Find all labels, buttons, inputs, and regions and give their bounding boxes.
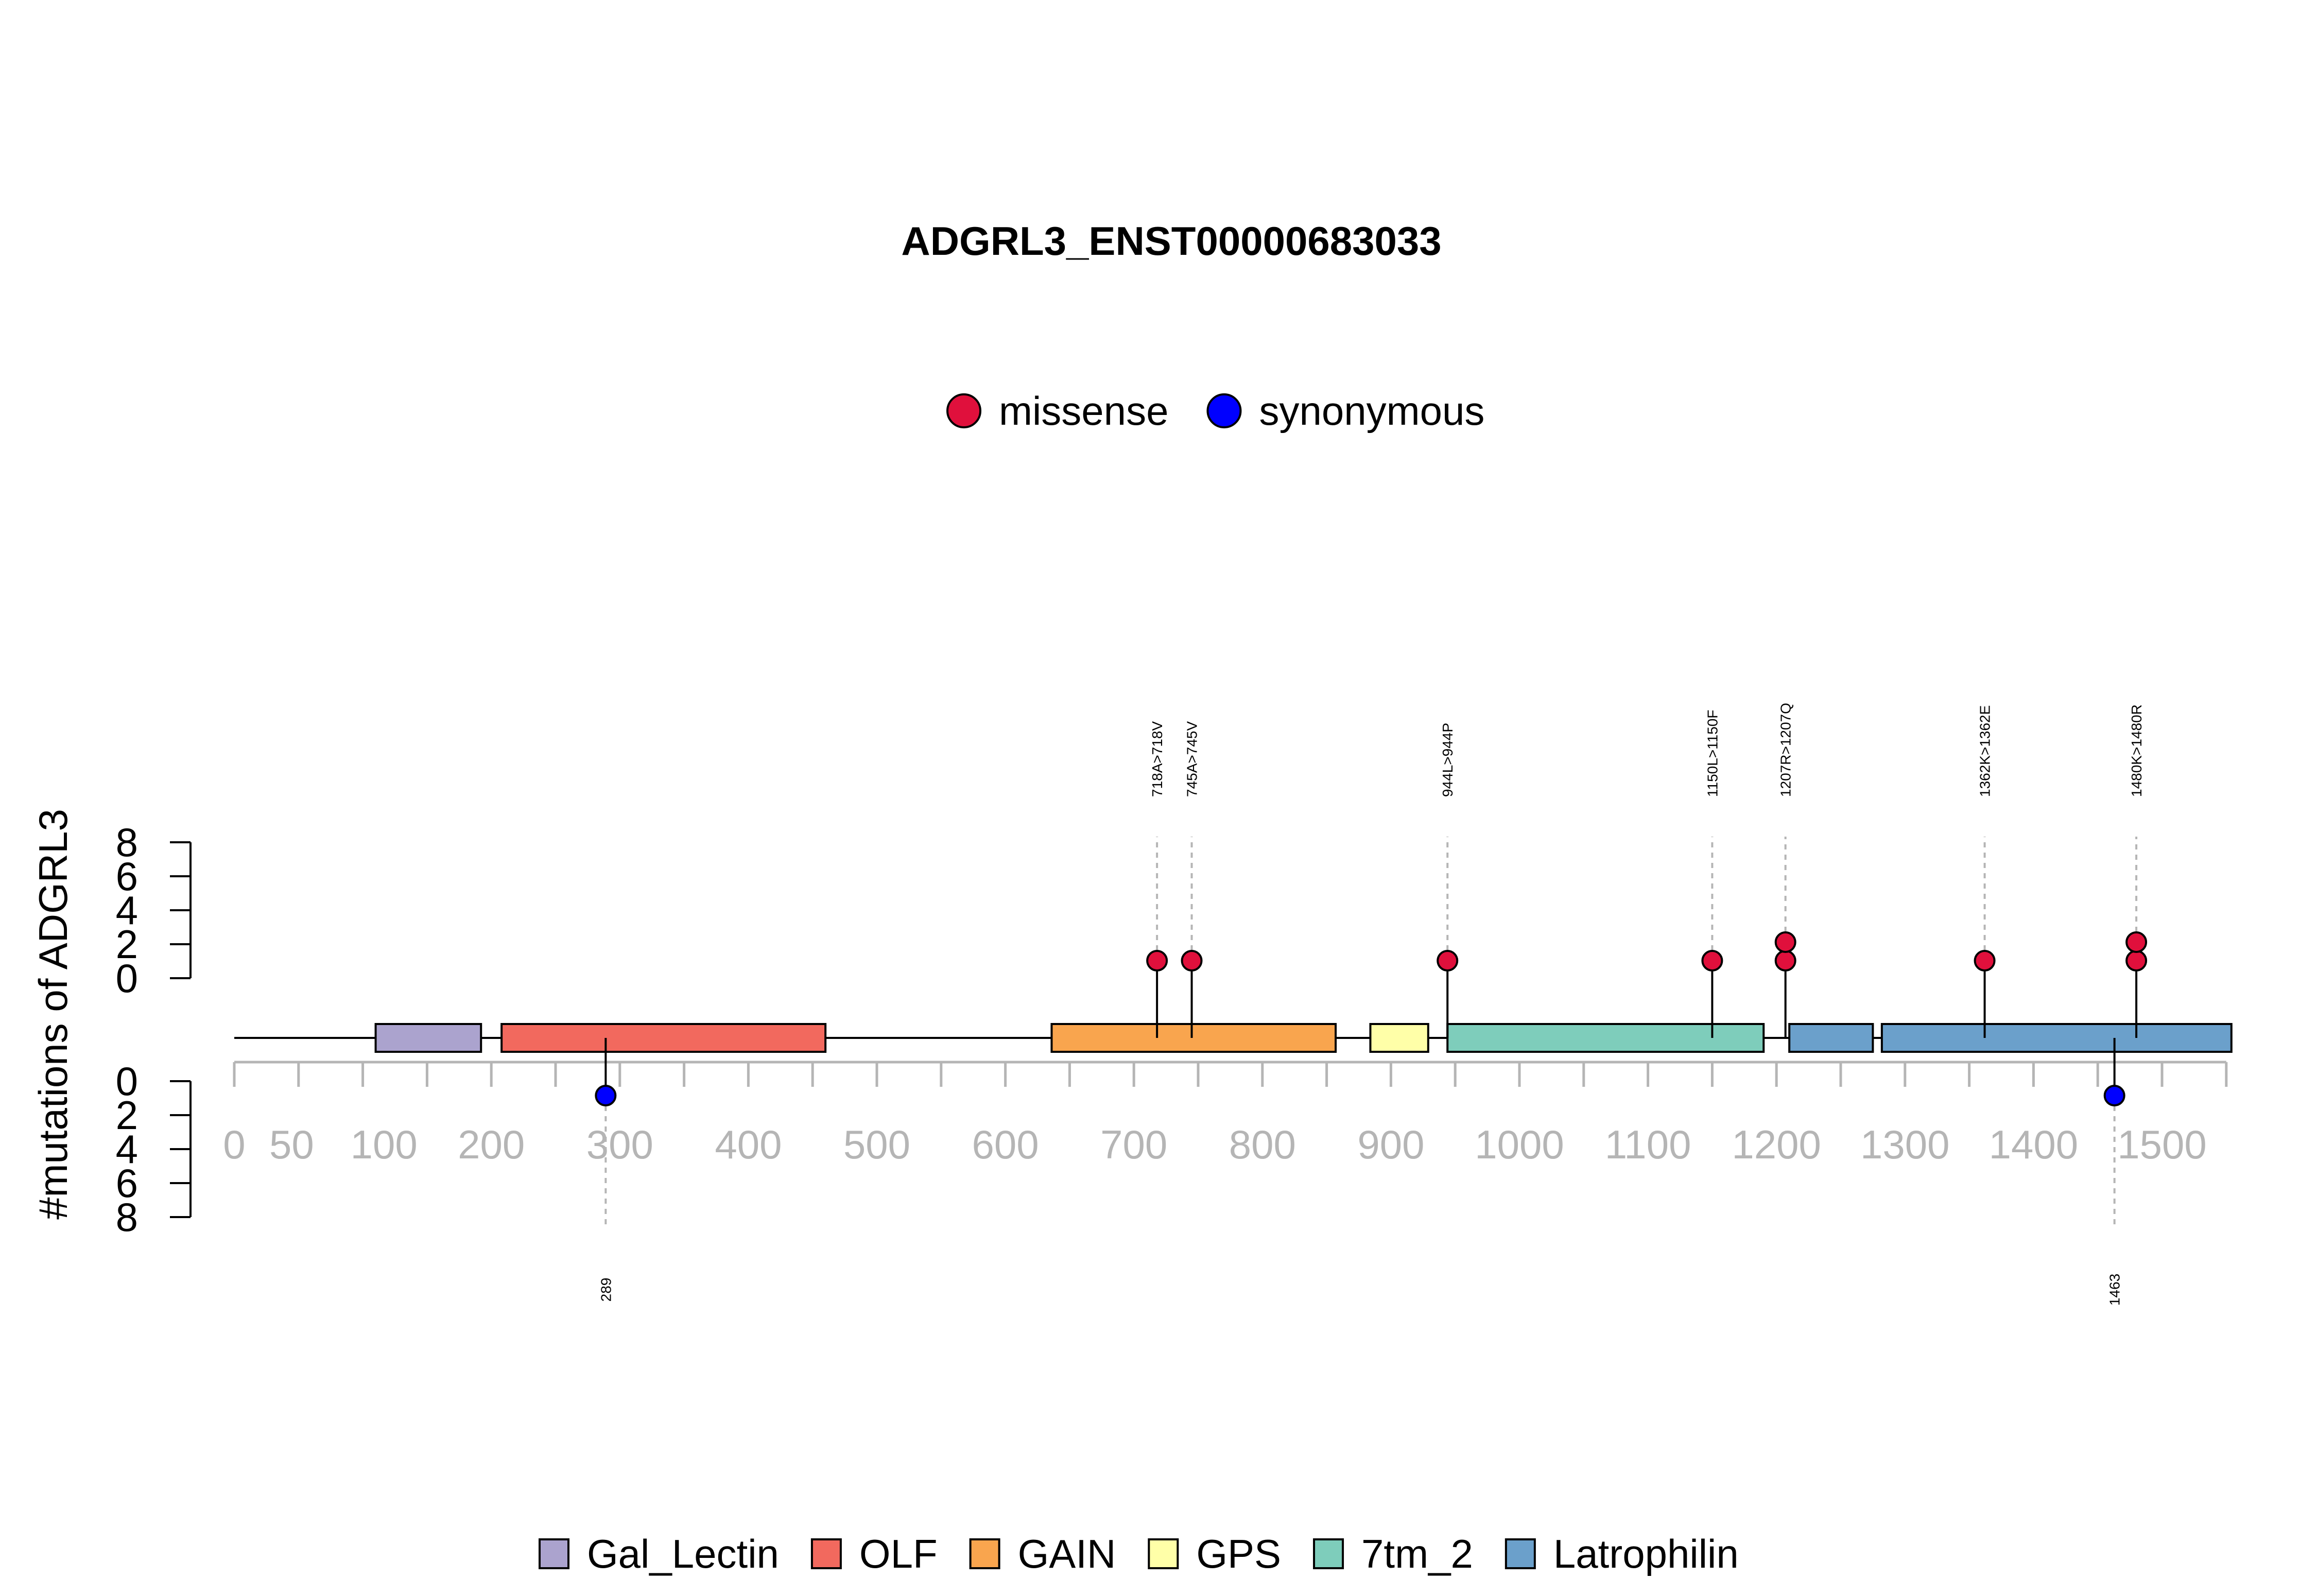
domain-legend-swatch-OLF: [810, 1538, 842, 1569]
lollipop-head-missense: [2125, 931, 2148, 953]
x-axis: 0 50 100 200 300 400 500 600 700 800 900 1000 1100 12…: [223, 1061, 2228, 1167]
mutation-label: 1362K>1362E: [1977, 705, 1993, 797]
mutation-lollipops: 718A>718V 745A>745V 944L>944P 1150L>1150F 12…: [595, 703, 2148, 1306]
y-tick-label-lower: 2: [116, 1092, 138, 1138]
domain-Latrophilin: [1880, 1023, 2233, 1053]
domain-OLF: [500, 1023, 827, 1053]
x-tick-label: 300: [586, 1122, 653, 1167]
lollipop-head-missense: [1774, 931, 1796, 953]
mutation-label: 1463: [2107, 1274, 2123, 1306]
lollipop-head-missense: [2125, 950, 2148, 972]
domain-legend-swatch-Latrophilin: [1505, 1538, 1536, 1569]
x-tick-label: 500: [843, 1122, 910, 1167]
y-axis-label: #mutations of ADGRL3: [30, 809, 76, 1220]
y-tick-label-lower: 8: [116, 1194, 138, 1240]
domain-legend-label-Gal_Lectin: Gal_Lectin: [587, 1531, 779, 1576]
protein-backbone: [234, 1023, 2233, 1053]
lollipop-head-missense: [1437, 950, 1459, 972]
x-tick-label: 700: [1100, 1122, 1167, 1167]
lollipop-head-missense: [1774, 950, 1796, 972]
domain-legend-swatch-GPS: [1148, 1538, 1179, 1569]
mutation-label: 1150L>1150F: [1704, 710, 1720, 797]
domain-legend-label-Latrophilin: Latrophilin: [1553, 1531, 1739, 1576]
mutation-label: 745A>745V: [1184, 721, 1200, 797]
x-tick-label: 400: [715, 1122, 782, 1167]
mutation-label: 289: [598, 1278, 614, 1302]
x-tick-label: 100: [351, 1122, 418, 1167]
lollipop-head-missense: [1974, 950, 1996, 972]
x-tick-label: 1000: [1475, 1122, 1564, 1167]
legend-label-synonymous: synonymous: [1259, 388, 1484, 433]
legend-marker-missense: [946, 393, 981, 428]
domain-legend: Gal_Lectin OLF GAIN GPS 7tm_2 Latrophilin: [539, 1531, 1739, 1576]
x-tick-label: 200: [458, 1122, 525, 1167]
mutation-label: 718A>718V: [1149, 721, 1165, 797]
x-tick-label: 1200: [1732, 1122, 1821, 1167]
y-tick-label-lower: 0: [116, 1059, 138, 1104]
lollipop-head-missense: [1146, 950, 1168, 972]
legend-label-missense: missense: [999, 388, 1168, 433]
lollipop-head-missense: [1701, 950, 1723, 972]
x-tick-label: 600: [972, 1122, 1039, 1167]
domain-GPS: [1369, 1023, 1429, 1053]
x-tick-label: 900: [1357, 1122, 1424, 1167]
x-tick-label: 1500: [2117, 1122, 2207, 1167]
y-tick-label-upper: 8: [116, 820, 138, 865]
legend-marker-synonymous: [1206, 393, 1242, 428]
y-tick-label-lower: 4: [116, 1126, 138, 1172]
y-tick-label-lower: 6: [116, 1160, 138, 1206]
chart-title: ADGRL3_ENST00000683033: [901, 218, 1441, 264]
domain-legend-swatch-7tm_2: [1313, 1538, 1344, 1569]
domain-7tm_2: [1446, 1023, 1765, 1053]
lollipop-head-missense: [1181, 950, 1203, 972]
x-tick-label: 0: [223, 1122, 245, 1167]
domain-legend-swatch-Gal_Lectin: [539, 1538, 569, 1569]
domain-legend-label-GPS: GPS: [1196, 1531, 1281, 1576]
domain-legend-label-GAIN: GAIN: [1018, 1531, 1116, 1576]
domain-Latrophilin: [1788, 1023, 1874, 1053]
x-tick-label: 1100: [1605, 1122, 1691, 1167]
domain-legend-label-OLF: OLF: [859, 1531, 938, 1576]
x-tick-label: 50: [269, 1122, 314, 1167]
lollipop-head-synonymous: [595, 1085, 617, 1106]
domain-Gal_Lectin: [374, 1023, 482, 1053]
y-tick-label-upper: 6: [116, 854, 138, 899]
x-tick-label: 800: [1229, 1122, 1296, 1167]
y-tick-label-upper: 4: [116, 888, 138, 933]
mutation-label: 1480K>1480R: [2129, 704, 2145, 797]
lollipop-head-synonymous: [2103, 1085, 2125, 1106]
mutation-label: 1207R>1207Q: [1778, 703, 1794, 797]
series-legend: missense synonymous: [946, 388, 1484, 433]
y-tick-label-upper: 2: [116, 922, 138, 967]
domain-legend-swatch-GAIN: [969, 1538, 1000, 1569]
x-tick-label: 1400: [1989, 1122, 2079, 1167]
domain-GAIN: [1050, 1023, 1337, 1053]
x-tick-label: 1300: [1860, 1122, 1950, 1167]
y-tick-label-upper: 0: [116, 956, 138, 1001]
domain-legend-label-7tm_2: 7tm_2: [1361, 1531, 1473, 1576]
mutation-label: 944L>944P: [1440, 723, 1456, 797]
